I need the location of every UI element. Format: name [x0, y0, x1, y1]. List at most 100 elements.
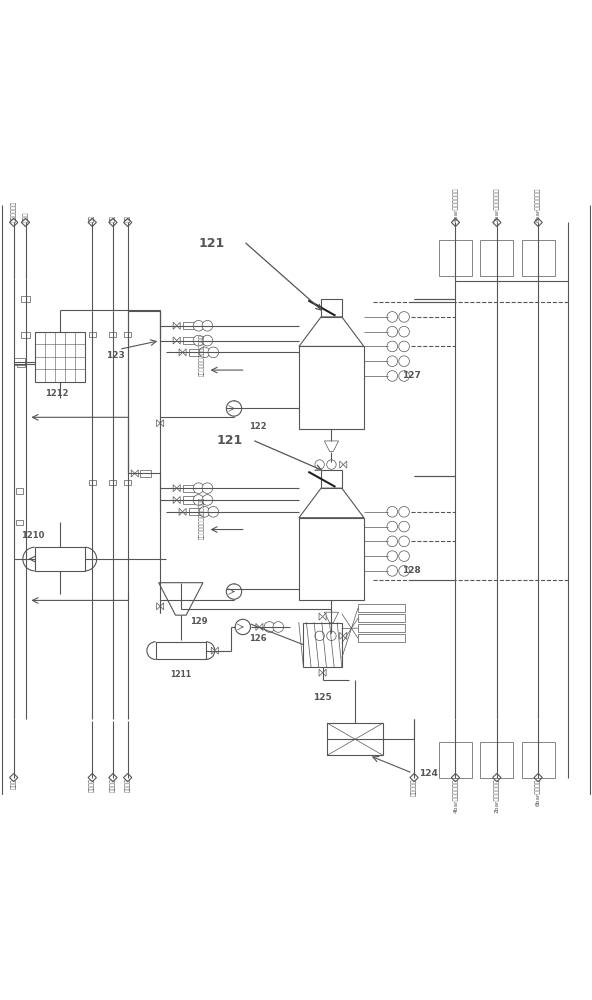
- Bar: [110, 480, 117, 485]
- Polygon shape: [160, 420, 164, 427]
- Polygon shape: [173, 485, 176, 492]
- Bar: [140, 470, 151, 477]
- Text: 127: 127: [402, 371, 420, 380]
- Text: 次硫酸稳定剂储存槽馈送工段: 次硫酸稳定剂储存槽馈送工段: [199, 334, 204, 376]
- Circle shape: [235, 619, 250, 635]
- Circle shape: [387, 536, 398, 547]
- Polygon shape: [319, 613, 323, 620]
- Bar: [156, 642, 206, 659]
- Circle shape: [193, 320, 204, 331]
- Text: 6bar蒸汽出口: 6bar蒸汽出口: [535, 778, 541, 806]
- Bar: [358, 604, 406, 612]
- Bar: [21, 296, 30, 302]
- Polygon shape: [323, 669, 326, 676]
- Circle shape: [399, 326, 410, 337]
- Circle shape: [202, 495, 213, 505]
- Circle shape: [387, 506, 398, 517]
- Polygon shape: [176, 485, 180, 492]
- Bar: [183, 337, 194, 344]
- Circle shape: [193, 495, 204, 505]
- Circle shape: [387, 326, 398, 337]
- Circle shape: [399, 356, 410, 367]
- Polygon shape: [343, 461, 347, 468]
- Bar: [14, 358, 25, 365]
- Text: 121: 121: [199, 237, 225, 250]
- Circle shape: [208, 506, 218, 517]
- Text: 冷冻水: 冷冻水: [22, 211, 28, 222]
- Text: 2bar低压蒸汽出口: 2bar低压蒸汽出口: [494, 778, 500, 813]
- Bar: [21, 332, 30, 338]
- Bar: [439, 742, 472, 778]
- Text: 稀料: 稀料: [110, 215, 115, 222]
- Circle shape: [399, 536, 410, 547]
- Text: 125: 125: [313, 693, 332, 702]
- Polygon shape: [109, 218, 117, 227]
- Polygon shape: [493, 218, 501, 227]
- Circle shape: [399, 312, 410, 322]
- Bar: [16, 520, 23, 525]
- Polygon shape: [160, 603, 164, 610]
- Circle shape: [399, 566, 410, 576]
- Bar: [327, 723, 383, 755]
- Circle shape: [208, 347, 218, 358]
- Polygon shape: [124, 773, 132, 782]
- Polygon shape: [131, 470, 135, 477]
- Text: 122: 122: [249, 422, 266, 431]
- Text: 126: 126: [249, 634, 266, 643]
- Polygon shape: [343, 632, 347, 639]
- Text: 124: 124: [419, 769, 437, 778]
- Circle shape: [387, 356, 398, 367]
- Bar: [183, 322, 194, 329]
- Bar: [358, 624, 406, 632]
- Text: 128: 128: [402, 566, 420, 575]
- Bar: [124, 480, 131, 485]
- Polygon shape: [451, 218, 459, 227]
- Polygon shape: [493, 773, 501, 782]
- Bar: [35, 332, 85, 382]
- Circle shape: [315, 460, 324, 469]
- Polygon shape: [176, 322, 180, 329]
- Text: 4bar低压蒸汽进入: 4bar低压蒸汽进入: [453, 187, 458, 222]
- Polygon shape: [259, 623, 263, 631]
- Circle shape: [202, 335, 213, 346]
- Polygon shape: [534, 773, 542, 782]
- Circle shape: [202, 483, 213, 494]
- Text: 1211: 1211: [170, 670, 191, 679]
- Polygon shape: [215, 647, 218, 654]
- Circle shape: [199, 506, 210, 517]
- Circle shape: [399, 371, 410, 381]
- Bar: [358, 634, 406, 642]
- Polygon shape: [179, 508, 182, 515]
- Text: 1212: 1212: [45, 389, 69, 398]
- Circle shape: [315, 631, 324, 641]
- Bar: [110, 332, 117, 337]
- Polygon shape: [182, 349, 186, 356]
- Circle shape: [387, 341, 398, 352]
- Polygon shape: [319, 669, 323, 676]
- Circle shape: [193, 483, 204, 494]
- Text: 冷冻水: 冷冻水: [11, 778, 17, 789]
- Text: 冷冻水回程: 冷冻水回程: [411, 778, 417, 796]
- Text: 白水: 白水: [89, 215, 95, 222]
- Text: 稀料: 稀料: [125, 215, 130, 222]
- Text: 121: 121: [217, 434, 243, 447]
- Polygon shape: [124, 218, 132, 227]
- Circle shape: [327, 631, 336, 641]
- Bar: [522, 240, 555, 276]
- Polygon shape: [340, 461, 343, 468]
- Polygon shape: [21, 218, 30, 227]
- Bar: [189, 508, 200, 515]
- Bar: [189, 349, 200, 356]
- Circle shape: [264, 622, 275, 632]
- Circle shape: [399, 506, 410, 517]
- Polygon shape: [176, 337, 180, 344]
- Text: 2bar低压蒸汽进入: 2bar低压蒸汽进入: [494, 187, 500, 222]
- Bar: [480, 240, 513, 276]
- Text: 1210: 1210: [21, 531, 45, 540]
- Polygon shape: [88, 218, 96, 227]
- Circle shape: [327, 460, 336, 469]
- Bar: [17, 361, 25, 367]
- Polygon shape: [451, 773, 459, 782]
- Polygon shape: [256, 623, 259, 631]
- Text: 6bar低压蒸汽进入: 6bar低压蒸汽进入: [535, 187, 541, 222]
